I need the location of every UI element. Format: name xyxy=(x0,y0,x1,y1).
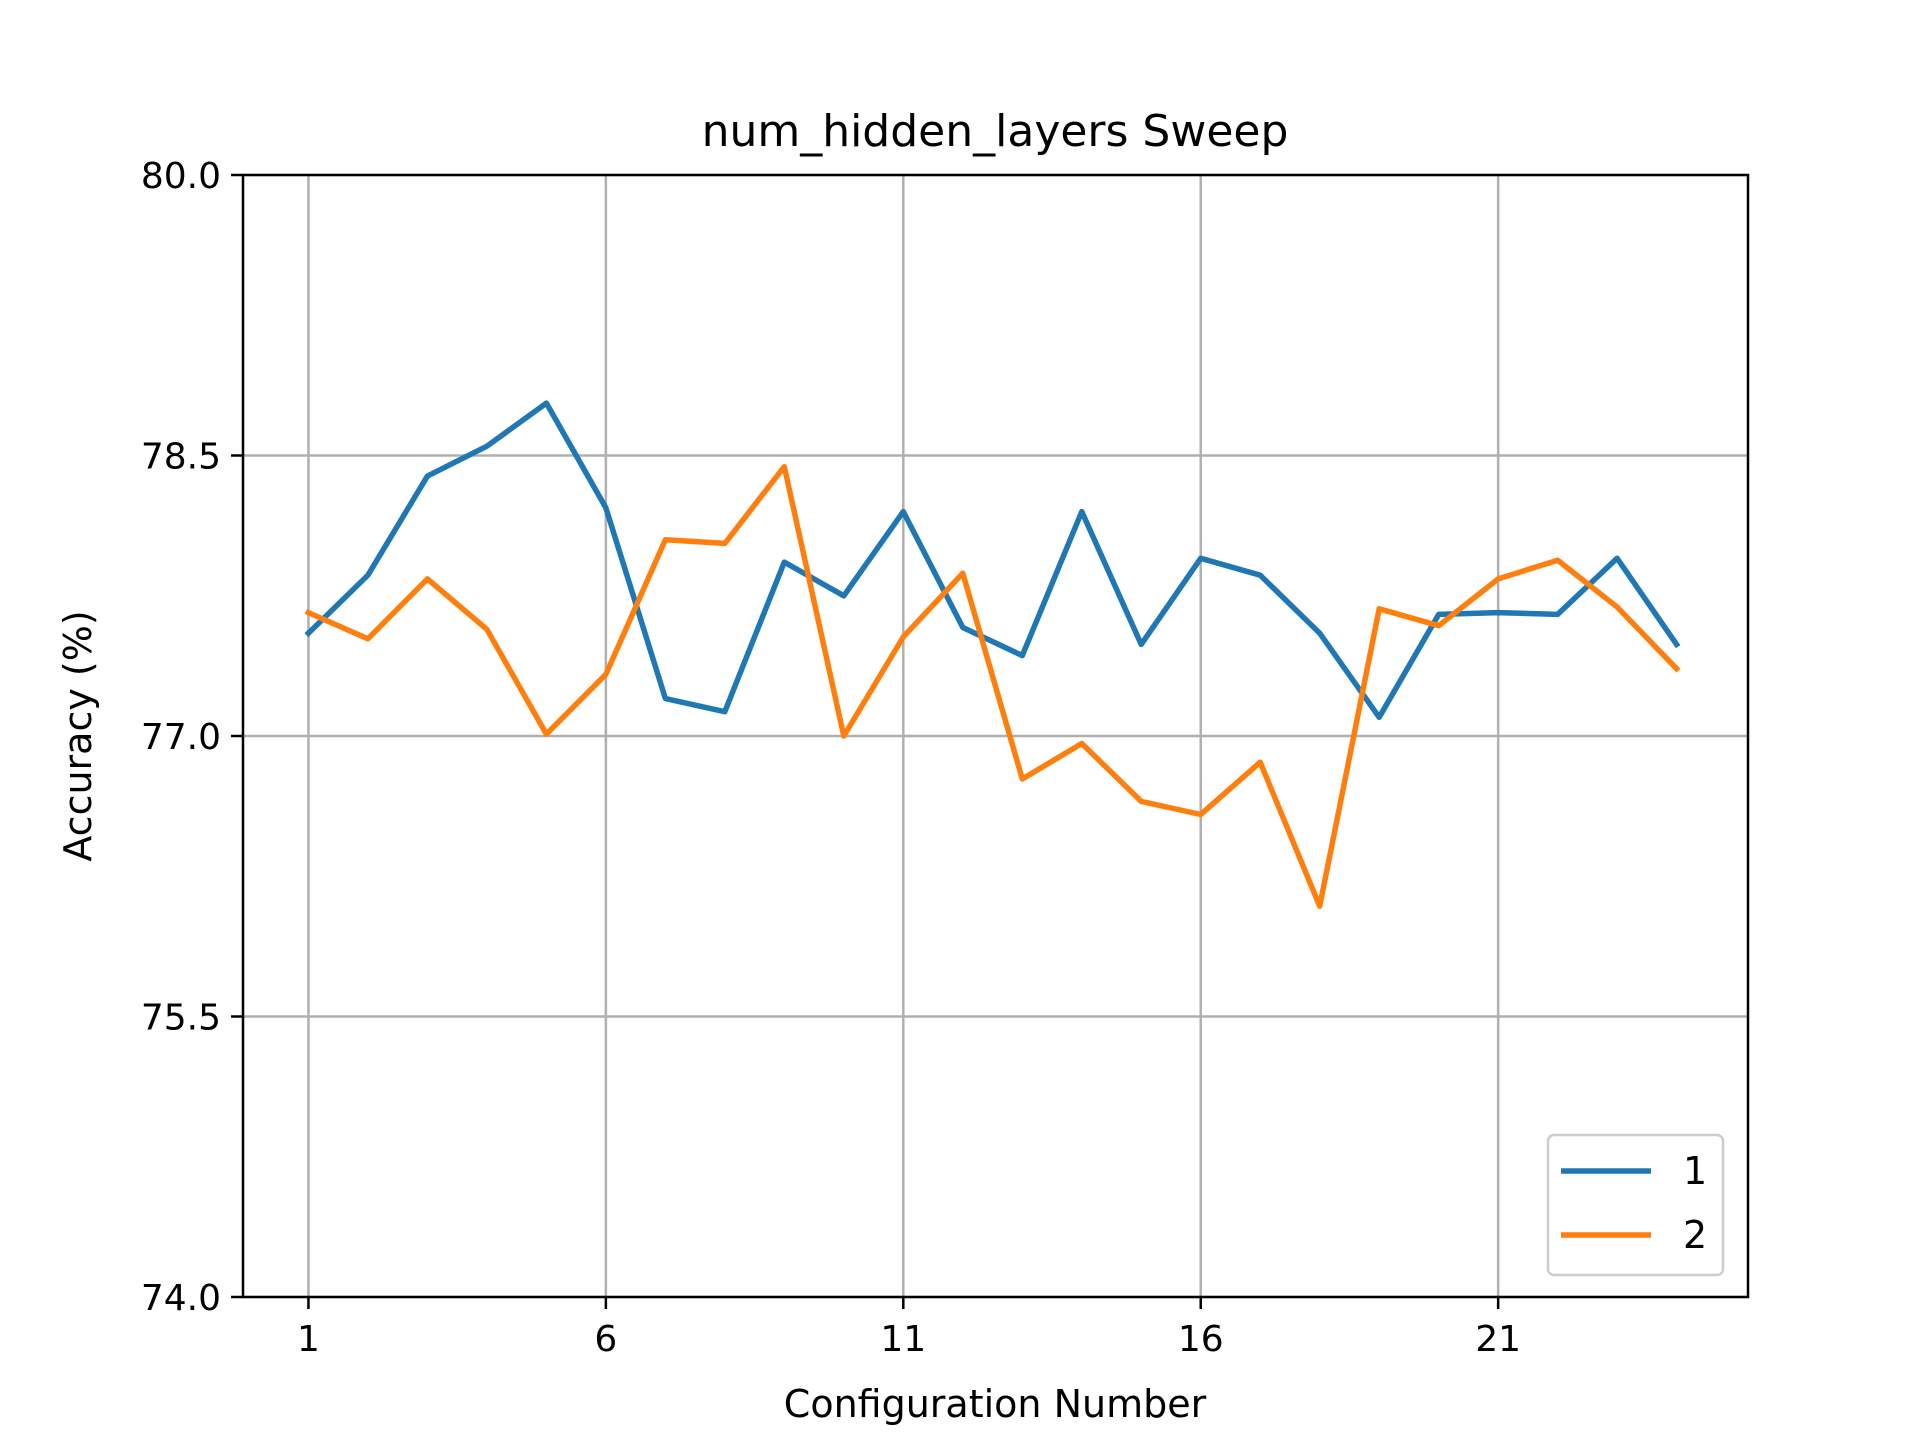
chart-title: num_hidden_layers Sweep xyxy=(702,106,1289,157)
x-tick-label: 1 xyxy=(297,1319,320,1360)
y-tick-label: 74.0 xyxy=(141,1278,221,1319)
x-axis-label: Configuration Number xyxy=(784,1382,1207,1426)
series-line-2 xyxy=(304,463,1681,909)
y-tick-label: 75.5 xyxy=(141,998,221,1039)
x-tick-label: 16 xyxy=(1178,1319,1224,1360)
y-axis-ticks: 74.0 75.5 77.0 78.5 80.0 xyxy=(141,156,243,1319)
series-line-1 xyxy=(304,400,1681,721)
x-tick-label: 11 xyxy=(880,1319,926,1360)
legend-label-series-2: 2 xyxy=(1683,1213,1707,1257)
legend-label-series-1: 1 xyxy=(1683,1149,1707,1193)
y-axis-label: Accuracy (%) xyxy=(56,610,100,861)
y-tick-label: 78.5 xyxy=(141,437,221,478)
y-tick-label: 80.0 xyxy=(141,156,221,197)
x-tick-label: 6 xyxy=(594,1319,617,1360)
series-layer xyxy=(304,400,1681,909)
y-tick-label: 77.0 xyxy=(141,717,221,758)
x-tick-label: 21 xyxy=(1475,1319,1521,1360)
legend: 1 2 xyxy=(1546,1133,1725,1277)
plot-area: 1 6 11 16 21 74.075.577.078.580.0 xyxy=(141,156,1750,1360)
x-axis-ticks: 1 6 11 16 21 xyxy=(297,1297,1521,1360)
